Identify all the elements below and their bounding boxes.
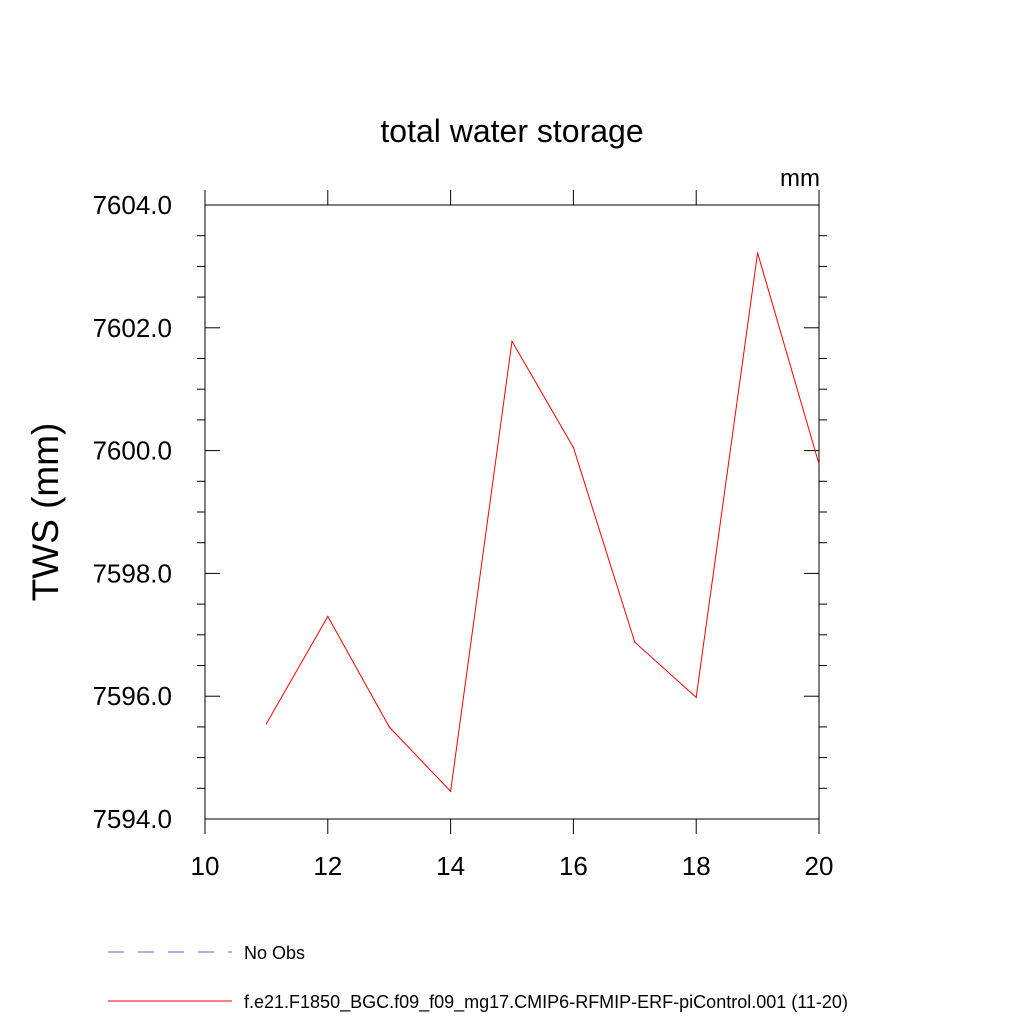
legend-label-control-run: f.e21.F1850_BGC.f09_f09_mg17.CMIP6-RFMIP…	[244, 992, 848, 1013]
y-tick-label: 7602.0	[92, 313, 172, 343]
series-lines	[265, 252, 820, 793]
y-tick-label: 7600.0	[92, 436, 172, 466]
x-tick-label: 20	[805, 851, 834, 881]
y-tick-label: 7594.0	[92, 804, 172, 834]
units-label: mm	[780, 165, 820, 192]
data-point	[818, 463, 820, 465]
y-axis-label: TWS (mm)	[25, 423, 66, 602]
data-point	[511, 340, 513, 342]
x-tick-label: 16	[559, 851, 588, 881]
data-point	[265, 723, 267, 725]
data-point	[695, 696, 697, 699]
axis-tick-labels: 7594.0 7596.0 7598.0 7600.0 7602.0 7604.0 10 12…	[92, 190, 833, 881]
series-line-0	[265, 252, 820, 793]
data-point	[634, 641, 636, 643]
x-tick-label: 10	[191, 851, 220, 881]
x-tick-label: 12	[313, 851, 342, 881]
plot-frame	[204, 204, 820, 820]
legend: No Obs f.e21.F1850_BGC.f09_f09_mg17.CMIP…	[108, 943, 848, 1013]
data-point	[327, 615, 329, 617]
y-tick-label: 7598.0	[92, 558, 172, 588]
x-tick-label: 18	[682, 851, 711, 881]
data-point	[572, 446, 575, 449]
chart-title: total water storage	[380, 113, 643, 149]
x-tick-label: 14	[436, 851, 465, 881]
y-tick-label: 7596.0	[92, 681, 172, 711]
data-point	[388, 726, 390, 728]
data-point	[450, 790, 452, 792]
y-tick-label: 7604.0	[92, 190, 172, 220]
axis-ticks	[197, 190, 827, 834]
data-point	[757, 252, 759, 254]
legend-label-no-obs: No Obs	[244, 943, 305, 963]
